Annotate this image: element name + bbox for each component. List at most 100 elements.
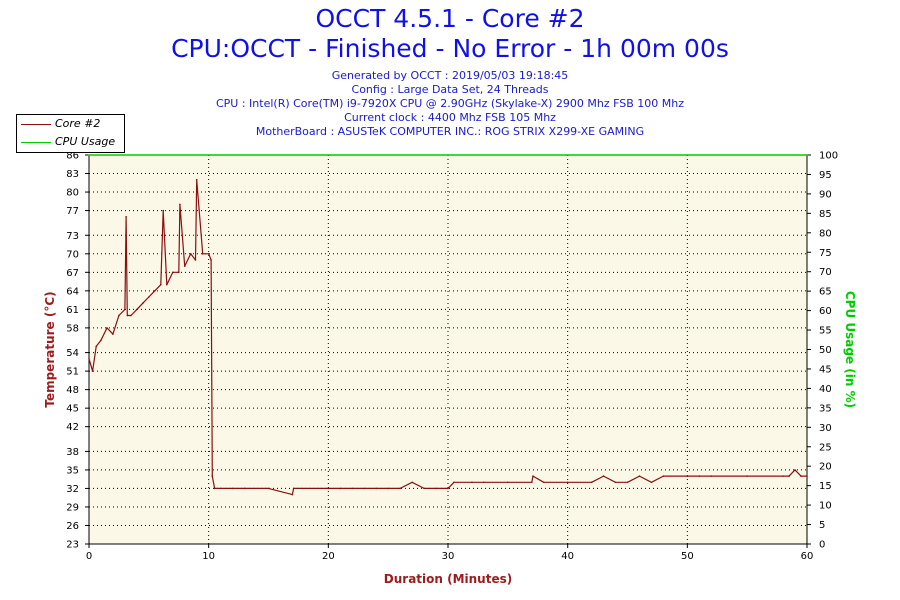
chart-title: OCCT 4.5.1 - Core #2 [315, 4, 585, 33]
core2-temperature-point [387, 487, 389, 490]
y-tick-label: 48 [66, 385, 79, 396]
chart-subtitle: CPU:OCCT - Finished - No Error - 1h 00m … [171, 34, 729, 63]
x-tick-label: 30 [442, 551, 455, 562]
motherboard-info: MotherBoard : ASUSTeK COMPUTER INC.: ROG… [255, 125, 645, 138]
core2-temperature-point [453, 481, 455, 484]
core2-temperature-point [267, 487, 270, 490]
core2-temperature-point [542, 481, 545, 484]
y2-tick-label: 85 [819, 209, 832, 220]
y2-tick-label: 20 [819, 462, 832, 473]
y-tick-label: 70 [66, 249, 79, 260]
y-tick-label: 23 [66, 540, 79, 551]
core2-temperature-point [126, 314, 129, 317]
core2-temperature-point [207, 252, 210, 255]
legend-swatch-cpu-usage [21, 142, 51, 143]
core2-temperature-point [95, 345, 97, 348]
y2-tick-label: 80 [819, 228, 832, 239]
core2-temperature-point [483, 481, 485, 484]
y2-tick-label: 50 [819, 345, 832, 356]
core2-temperature-point [112, 333, 114, 335]
y2-tick-label: 15 [819, 481, 832, 492]
core2-temperature-point [435, 487, 437, 490]
y-tick-label: 29 [66, 502, 79, 513]
clock-info: Current clock : 4400 Mhz FSB 105 Mhz [344, 111, 556, 124]
core2-temperature-point [662, 475, 665, 477]
core2-temperature-point [124, 308, 126, 311]
core2-temperature-point [375, 487, 378, 490]
core2-temperature-point [142, 302, 144, 304]
core2-temperature-point [363, 487, 366, 490]
core2-temperature-point [698, 475, 701, 477]
core2-temperature-point [782, 475, 784, 477]
core2-temperature-point [530, 481, 533, 484]
y-tick-label: 42 [66, 422, 79, 433]
core2-temperature-point [800, 475, 802, 477]
core2-temperature-point [136, 308, 138, 311]
core2-temperature-point [148, 296, 150, 298]
x-axis-label: Duration (Minutes) [384, 572, 512, 586]
cpu-info: CPU : Intel(R) Core(TM) i9-7920X CPU @ 2… [215, 97, 684, 110]
core2-temperature-point [710, 475, 713, 477]
core2-temperature-point [507, 481, 509, 484]
x-tick-label: 60 [801, 551, 814, 562]
x-tick-label: 10 [202, 551, 215, 562]
core2-temperature-point [614, 481, 617, 484]
x-tick-label: 40 [561, 551, 574, 562]
y-tick-label: 64 [66, 286, 79, 297]
y2-tick-label: 60 [819, 306, 832, 317]
core2-temperature-point [177, 271, 180, 274]
core2-temperature-point [154, 290, 156, 292]
core2-temperature-point [201, 252, 204, 255]
y2-tick-label: 95 [819, 170, 832, 181]
core2-temperature-point [195, 178, 198, 181]
core2-temperature-point [794, 469, 796, 471]
y-tick-label: 26 [66, 521, 79, 532]
y2-tick-label: 40 [819, 384, 832, 395]
y-tick-label: 73 [66, 231, 79, 242]
core2-temperature-point [243, 487, 246, 490]
core2-temperature-point [91, 370, 94, 372]
core2-temperature-point [399, 487, 401, 490]
core2-temperature-point [602, 475, 605, 477]
y-tick-label: 77 [66, 206, 79, 217]
core2-temperature-point [211, 475, 214, 477]
core2-temperature-point [411, 481, 413, 484]
y-tick-label: 38 [66, 447, 79, 458]
core2-temperature-point [171, 271, 174, 274]
legend-item-cpu-usage: CPU Usage [17, 134, 124, 150]
core2-temperature-point [626, 481, 629, 484]
y2-tick-label: 55 [819, 326, 832, 337]
core2-temperature-point [292, 487, 295, 490]
y2-tick-label: 0 [819, 540, 825, 551]
cpu-usage-point [88, 154, 90, 156]
y2-tick-label: 100 [819, 151, 838, 162]
y2-tick-label: 70 [819, 267, 832, 278]
y-tick-label: 54 [66, 348, 79, 359]
core2-temperature-point [291, 493, 294, 496]
core2-temperature-point [686, 475, 689, 477]
core2-temperature-point [179, 203, 181, 206]
y2-tick-label: 30 [819, 423, 832, 434]
core2-temperature-point [162, 209, 164, 212]
y2-tick-label: 45 [819, 364, 832, 375]
legend-label-core2: Core #2 [55, 117, 101, 130]
generated-info: Generated by OCCT : 2019/05/03 19:18:45 [331, 69, 569, 82]
core2-temperature-point [118, 314, 120, 317]
core2-temperature-point [194, 259, 197, 261]
x-tick-label: 0 [86, 551, 92, 562]
y-tick-label: 80 [66, 188, 79, 199]
core2-temperature-point [423, 487, 425, 490]
core2-temperature-point [650, 481, 653, 484]
y-axis-label: Temperature (°C) [43, 291, 57, 407]
y-tick-label: 67 [66, 268, 79, 279]
config-info: Config : Large Data Set, 24 Threads [351, 83, 549, 96]
y-tick-label: 86 [66, 151, 79, 162]
cpu-usage-point [806, 154, 808, 156]
chart-legend: Core #2 CPU Usage [16, 114, 125, 153]
y-tick-label: 45 [66, 404, 79, 415]
core2-temperature-point [183, 265, 186, 267]
legend-swatch-core2 [21, 124, 51, 125]
core2-temperature-point [189, 252, 192, 255]
core2-temperature-point [160, 283, 162, 286]
